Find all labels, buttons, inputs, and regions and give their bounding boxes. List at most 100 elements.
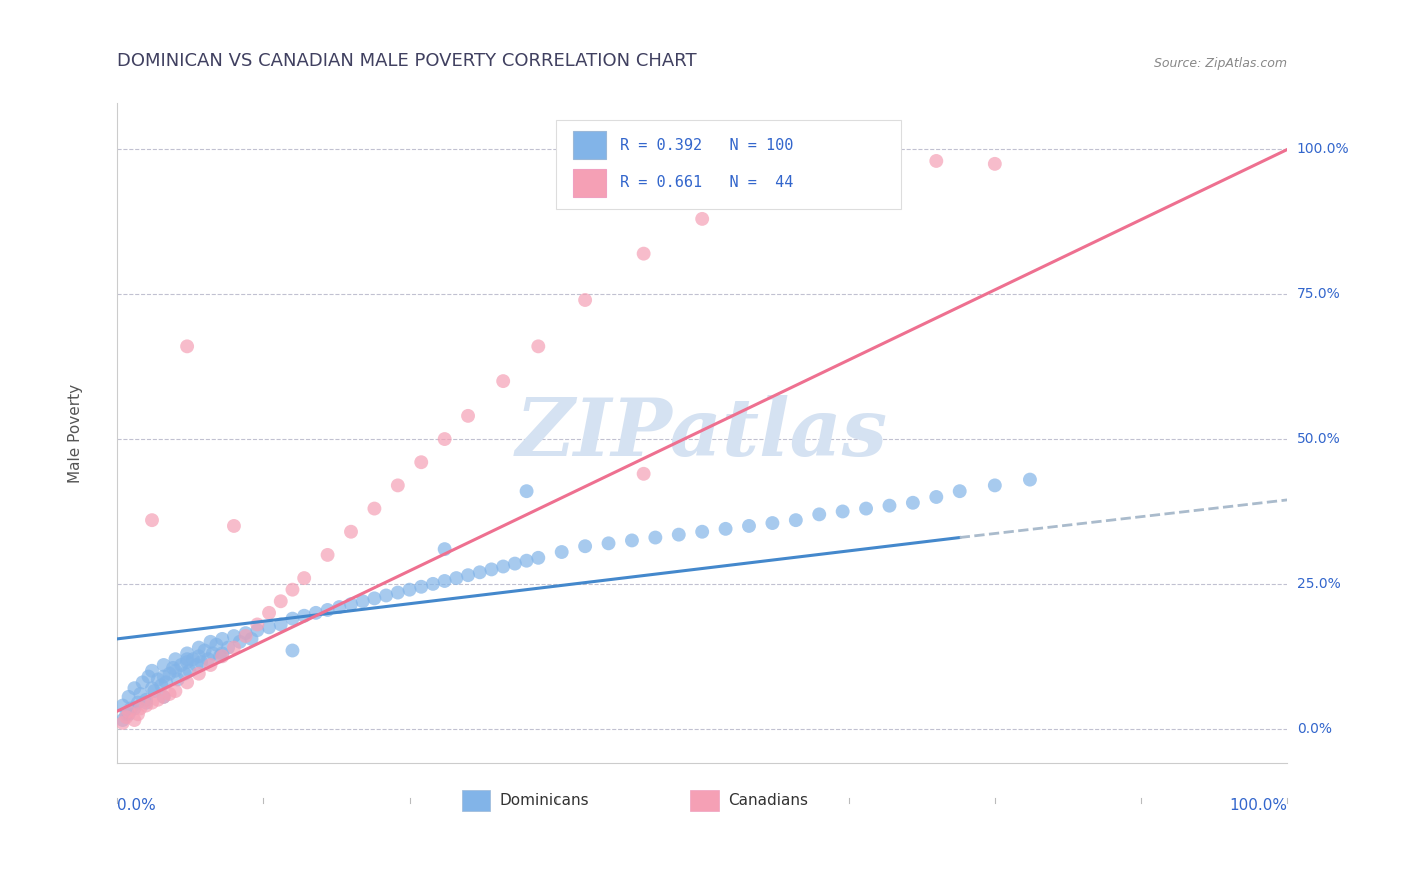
Point	[143, 684, 166, 698]
Point	[111, 715, 134, 730]
Point	[194, 643, 217, 657]
Point	[527, 339, 550, 353]
Point	[141, 681, 163, 695]
Point	[281, 643, 304, 657]
Point	[190, 655, 212, 669]
Point	[127, 707, 149, 722]
Point	[292, 608, 315, 623]
Point	[235, 629, 257, 643]
Point	[492, 559, 515, 574]
Text: 25.0%: 25.0%	[1296, 577, 1340, 591]
Point	[187, 666, 209, 681]
Point	[281, 612, 304, 626]
Point	[644, 531, 666, 545]
Point	[240, 632, 263, 646]
Point	[516, 484, 538, 499]
Point	[165, 684, 187, 698]
Point	[176, 675, 198, 690]
Point	[984, 157, 1007, 171]
Point	[205, 638, 228, 652]
Point	[433, 432, 456, 446]
Point	[633, 246, 655, 260]
Point	[551, 545, 574, 559]
Point	[131, 675, 153, 690]
Text: 100.0%: 100.0%	[1229, 797, 1288, 813]
Point	[292, 571, 315, 585]
Point	[146, 673, 169, 687]
Point	[152, 690, 174, 704]
Point	[503, 557, 526, 571]
Point	[235, 626, 257, 640]
Point	[328, 600, 350, 615]
Point	[668, 527, 690, 541]
Point	[352, 594, 374, 608]
Point	[200, 658, 222, 673]
Point	[446, 571, 468, 585]
Point	[170, 658, 193, 673]
Point	[179, 664, 201, 678]
Point	[141, 696, 163, 710]
Point	[1019, 473, 1042, 487]
Point	[257, 620, 280, 634]
Point	[270, 594, 292, 608]
Point	[222, 640, 245, 655]
Point	[124, 681, 146, 695]
Point	[200, 635, 222, 649]
Point	[363, 591, 385, 606]
Point	[984, 478, 1007, 492]
Point	[155, 675, 177, 690]
Point	[129, 701, 152, 715]
Text: 50.0%: 50.0%	[1296, 432, 1340, 446]
Point	[808, 165, 831, 179]
Point	[387, 585, 409, 599]
Point	[135, 692, 157, 706]
Point	[165, 664, 187, 678]
Point	[201, 647, 224, 661]
Point	[117, 707, 139, 722]
Point	[222, 519, 245, 533]
Point	[176, 339, 198, 353]
Point	[197, 652, 219, 666]
Text: Canadians: Canadians	[728, 793, 808, 808]
Point	[141, 513, 163, 527]
Point	[340, 524, 363, 539]
Point	[117, 690, 139, 704]
Point	[925, 153, 948, 168]
Text: R = 0.661   N =  44: R = 0.661 N = 44	[620, 175, 793, 190]
Point	[187, 640, 209, 655]
Point	[375, 589, 398, 603]
Point	[129, 687, 152, 701]
Point	[749, 188, 772, 202]
Point	[257, 606, 280, 620]
Point	[855, 501, 877, 516]
Text: DOMINICAN VS CANADIAN MALE POVERTY CORRELATION CHART: DOMINICAN VS CANADIAN MALE POVERTY CORRE…	[117, 52, 696, 70]
Point	[316, 548, 339, 562]
Bar	[690, 790, 718, 811]
Point	[808, 508, 831, 522]
Point	[422, 577, 444, 591]
Point	[208, 649, 231, 664]
Point	[222, 629, 245, 643]
Point	[574, 293, 596, 307]
Point	[761, 516, 783, 530]
Point	[115, 707, 138, 722]
Point	[181, 652, 204, 666]
Point	[305, 606, 328, 620]
Text: 0.0%: 0.0%	[1296, 722, 1331, 736]
Point	[124, 701, 146, 715]
Text: Dominicans: Dominicans	[499, 793, 589, 808]
Point	[211, 647, 233, 661]
Point	[166, 673, 188, 687]
Point	[246, 617, 269, 632]
Point	[925, 490, 948, 504]
Point	[714, 522, 737, 536]
Point	[785, 513, 807, 527]
Point	[165, 652, 187, 666]
Point	[598, 536, 620, 550]
Point	[620, 533, 643, 548]
Bar	[574, 131, 606, 159]
Point	[433, 574, 456, 588]
Point	[135, 698, 157, 713]
Point	[633, 467, 655, 481]
Text: Male Poverty: Male Poverty	[69, 384, 83, 483]
